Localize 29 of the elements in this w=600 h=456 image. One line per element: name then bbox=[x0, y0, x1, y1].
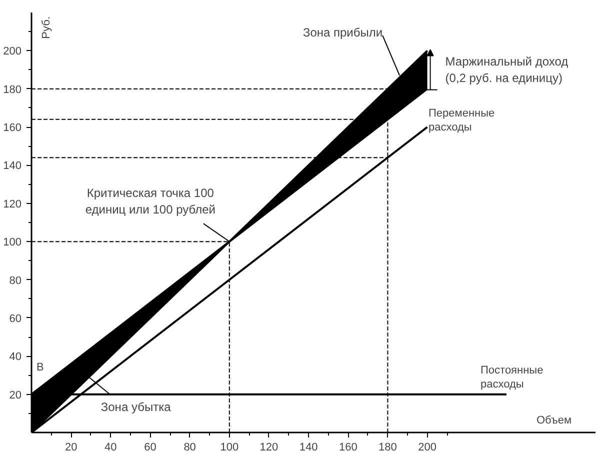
x-tick-label: 180 bbox=[378, 442, 397, 454]
y-tick-label: 80 bbox=[9, 274, 22, 287]
annotation: В bbox=[36, 362, 44, 374]
y-axis-title: Руб. bbox=[40, 16, 52, 39]
annotation: Постоянные расходы bbox=[480, 364, 544, 391]
annotation: Критическая точка 100 единиц или 100 рублей bbox=[85, 186, 216, 217]
y-tick-label: 180 bbox=[3, 84, 22, 96]
x-tick-label: 200 bbox=[418, 442, 436, 454]
x-tick-label: 40 bbox=[104, 442, 117, 454]
y-tick-label: 140 bbox=[3, 160, 22, 172]
annotation: Маржинальный доход (0,2 руб. на единицу) bbox=[445, 54, 568, 86]
x-tick-label: 140 bbox=[299, 442, 318, 454]
y-tick-label: 200 bbox=[3, 46, 22, 58]
x-tick-label: 20 bbox=[64, 442, 78, 454]
x-axis-title: Объем bbox=[536, 414, 572, 426]
y-tick-label: 100 bbox=[3, 236, 22, 249]
annotation: Зона прибыли bbox=[302, 26, 383, 40]
y-tick-label: 160 bbox=[3, 122, 22, 134]
x-tick-label: 160 bbox=[338, 442, 358, 454]
x-tick-label: 100 bbox=[220, 442, 239, 454]
y-tick-label: 120 bbox=[3, 198, 22, 210]
x-tick-label: 60 bbox=[144, 442, 156, 454]
x-tick-label: 80 bbox=[184, 442, 196, 454]
y-tick-label: 20 bbox=[9, 389, 22, 402]
y-tick-label: 60 bbox=[9, 312, 22, 325]
y-tick-label: 40 bbox=[9, 351, 22, 364]
annotation: Зона убытка bbox=[100, 400, 172, 414]
x-tick-label: 120 bbox=[260, 442, 278, 454]
annotation: Переменные расходы bbox=[428, 107, 495, 134]
